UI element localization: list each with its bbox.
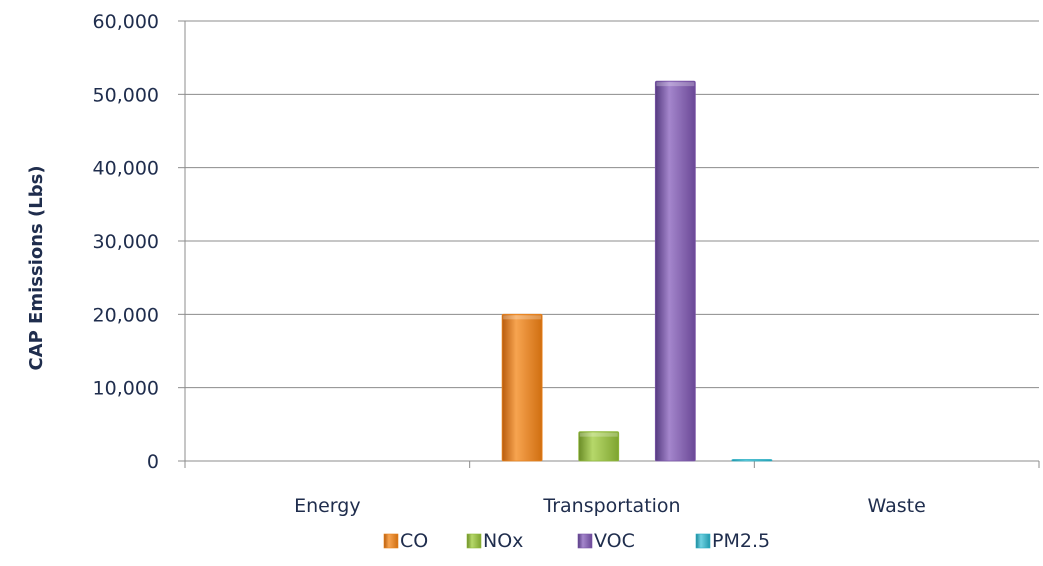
bar [501, 313, 543, 462]
y-tick-label: 50,000 [93, 84, 159, 106]
legend-label: NOx [483, 530, 523, 552]
y-tick-label: 10,000 [93, 378, 159, 400]
bar-highlight [503, 315, 542, 320]
bar [578, 431, 620, 462]
legend: CO NOx VOC PM2.5 [383, 530, 770, 552]
legend-swatch [383, 533, 399, 549]
legend-label: PM2.5 [712, 530, 770, 552]
axes [178, 20, 1040, 468]
y-tick-label: 30,000 [93, 231, 159, 253]
y-tick-label: 60,000 [93, 11, 159, 33]
x-tick-label: Transportation [542, 495, 680, 517]
legend-label: CO [400, 530, 428, 552]
x-tick-label: Energy [294, 495, 361, 517]
legend-label: VOC [594, 530, 635, 552]
bar [731, 459, 773, 462]
bars [501, 80, 773, 462]
y-tick-label: 20,000 [93, 304, 159, 326]
y-tick-label: 0 [147, 451, 159, 473]
bar-highlight [656, 82, 695, 87]
bar [654, 80, 696, 462]
y-axis-title: CAP Emissions (Lbs) [26, 165, 47, 370]
axis-labels: 0 10,000 20,000 30,000 40,000 50,000 60,000 Ene… [93, 11, 926, 517]
y-tick-label: 40,000 [93, 158, 159, 180]
legend-swatch [466, 533, 482, 549]
legend-swatch [577, 533, 593, 549]
gridlines [185, 20, 1039, 389]
legend-swatch [695, 533, 711, 549]
x-tick-label: Waste [868, 495, 926, 517]
bar-highlight [579, 432, 618, 437]
